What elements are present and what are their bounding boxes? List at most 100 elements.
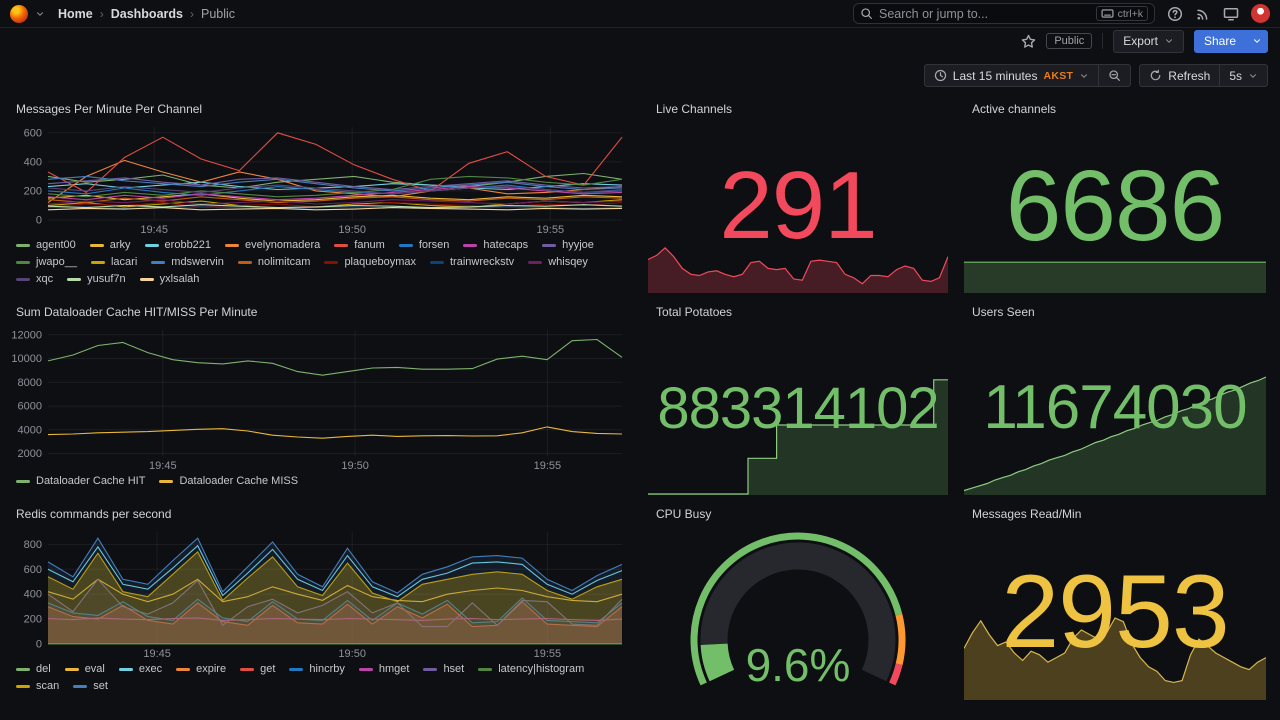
- search-icon: [861, 8, 872, 19]
- svg-text:0: 0: [36, 215, 42, 227]
- breadcrumb-dashboards[interactable]: Dashboards: [110, 6, 183, 21]
- top-navbar: Home › Dashboards › Public ctrl+k: [0, 0, 1280, 28]
- panel-title[interactable]: Active channels: [972, 102, 1057, 116]
- legend-item[interactable]: trainwreckstv: [430, 255, 514, 270]
- grafana-logo[interactable]: [10, 4, 28, 23]
- refresh-button[interactable]: Refresh: [1139, 64, 1221, 87]
- svg-text:19:45: 19:45: [140, 224, 168, 236]
- stat-value: 2953: [1001, 553, 1229, 670]
- legend-item[interactable]: Dataloader Cache MISS: [159, 474, 298, 489]
- legend-item[interactable]: del: [16, 662, 51, 677]
- timeseries-chart[interactable]: 0 200 400 600 800 19:45 19:50 19:55: [10, 524, 630, 661]
- share-caret-button[interactable]: [1246, 29, 1268, 53]
- gauge-arc: [690, 532, 906, 686]
- legend-item[interactable]: agent00: [16, 238, 76, 253]
- legend-item[interactable]: yxlsalah: [139, 272, 199, 287]
- svg-text:12000: 12000: [11, 329, 42, 341]
- panel-messages-read-min: Messages Read/Min 2953: [964, 500, 1266, 700]
- legend-item[interactable]: set: [73, 679, 108, 694]
- star-icon[interactable]: [1021, 34, 1036, 49]
- legend-item[interactable]: yusuf7n: [67, 272, 126, 287]
- legend-item[interactable]: lacari: [90, 255, 137, 270]
- legend-item[interactable]: Dataloader Cache HIT: [16, 474, 145, 489]
- legend-item[interactable]: hmget: [358, 662, 409, 677]
- legend-item[interactable]: whisqey: [528, 255, 588, 270]
- time-range-button[interactable]: Last 15 minutes AKST: [923, 64, 1100, 87]
- svg-text:600: 600: [24, 564, 42, 576]
- legend-item[interactable]: hyyjoe: [542, 238, 594, 253]
- svg-text:400: 400: [24, 589, 42, 601]
- panel-title[interactable]: Messages Per Minute Per Channel: [16, 102, 203, 116]
- gauge: 9.6%: [648, 524, 948, 700]
- panel-title[interactable]: Redis commands per second: [16, 507, 172, 521]
- timezone-label: AKST: [1043, 69, 1074, 82]
- panel-messages-per-minute: Messages Per Minute Per Channel 0 200 400 6…: [8, 95, 632, 293]
- dashboard-grid: Messages Per Minute Per Channel 0 200 400 6…: [0, 87, 1280, 700]
- legend-item[interactable]: fanum: [334, 238, 385, 253]
- legend-item[interactable]: plaqueboymax: [324, 255, 416, 270]
- chart-legend: agent00 arky erobb221 evelynomadera fanum for…: [8, 237, 632, 293]
- svg-text:19:55: 19:55: [534, 648, 562, 660]
- legend-item[interactable]: arky: [89, 238, 131, 253]
- sparkline: [964, 261, 1266, 293]
- legend-item[interactable]: xqc: [16, 272, 53, 287]
- help-icon[interactable]: [1167, 6, 1183, 22]
- legend-item[interactable]: get: [240, 662, 275, 677]
- legend-item[interactable]: hset: [423, 662, 464, 677]
- legend-item[interactable]: latency|histogram: [478, 662, 584, 677]
- svg-text:4000: 4000: [18, 424, 42, 436]
- monitor-kiosk-icon[interactable]: [1223, 6, 1239, 22]
- legend-item[interactable]: erobb221: [144, 238, 211, 253]
- search-input[interactable]: [879, 6, 1090, 21]
- legend-item[interactable]: nolimitcam: [237, 255, 310, 270]
- panel-title[interactable]: Messages Read/Min: [972, 507, 1082, 521]
- sparkline: [964, 617, 1266, 700]
- panel-title[interactable]: Total Potatoes: [656, 305, 733, 319]
- chevron-down-icon: [1081, 73, 1088, 78]
- legend-item[interactable]: expire: [176, 662, 226, 677]
- legend-item[interactable]: forsen: [398, 238, 449, 253]
- panel-total-potatoes: Total Potatoes 883314102: [648, 298, 948, 495]
- refresh-interval-select[interactable]: 5s: [1220, 64, 1268, 87]
- breadcrumb-separator: ›: [189, 6, 194, 21]
- share-button[interactable]: Share: [1193, 29, 1246, 53]
- clock-icon: [934, 69, 946, 82]
- legend-item[interactable]: mdswervin: [151, 255, 224, 270]
- news-rss-icon[interactable]: [1195, 6, 1211, 22]
- panel-live-channels: Live Channels 291: [648, 95, 948, 293]
- legend-item[interactable]: exec: [118, 662, 162, 677]
- divider: [1102, 33, 1104, 49]
- svg-text:600: 600: [24, 127, 42, 139]
- legend-item[interactable]: hincrby: [289, 662, 345, 677]
- legend-item[interactable]: evelynomadera: [225, 238, 320, 253]
- breadcrumb-home[interactable]: Home: [58, 6, 93, 21]
- navbar-right: ctrl+k: [853, 3, 1270, 24]
- stat-value: 11674030: [983, 373, 1247, 443]
- panel-dataloader-cache: Sum Dataloader Cache HIT/MISS Per Minute…: [8, 298, 632, 495]
- visibility-badge: Public: [1046, 33, 1093, 49]
- share-split-button: Share: [1193, 29, 1268, 53]
- sparkline: [648, 379, 948, 495]
- legend-item[interactable]: scan: [16, 679, 59, 694]
- legend-item[interactable]: eval: [64, 662, 105, 677]
- legend-item[interactable]: jwapo__: [16, 255, 77, 270]
- user-avatar[interactable]: [1251, 4, 1270, 23]
- svg-text:8000: 8000: [18, 377, 42, 389]
- panel-title[interactable]: CPU Busy: [656, 507, 712, 521]
- svg-text:200: 200: [24, 185, 42, 197]
- panel-title[interactable]: Live Channels: [656, 102, 733, 116]
- zoom-out-button[interactable]: [1099, 64, 1132, 87]
- panel-title[interactable]: Sum Dataloader Cache HIT/MISS Per Minute: [16, 305, 258, 319]
- refresh-icon: [1150, 69, 1161, 81]
- legend-item[interactable]: hatecaps: [463, 238, 528, 253]
- timeseries-chart[interactable]: 0 200 400 600 19:45 19:50 19:55: [10, 119, 630, 237]
- chevron-down-icon[interactable]: [35, 9, 45, 19]
- chevron-down-icon: [1166, 39, 1172, 43]
- export-button[interactable]: Export: [1113, 29, 1184, 53]
- search-box[interactable]: ctrl+k: [853, 3, 1155, 24]
- panel-redis-commands: Redis commands per second 0 200 400 600 800 1…: [8, 500, 632, 700]
- panel-title[interactable]: Users Seen: [972, 305, 1035, 319]
- panel-active-channels: Active channels 6686: [964, 95, 1266, 293]
- svg-text:19:50: 19:50: [338, 648, 366, 660]
- timeseries-chart[interactable]: 2000 4000 6000 8000 10000 12000 19:45 19:50 19:5…: [10, 322, 630, 473]
